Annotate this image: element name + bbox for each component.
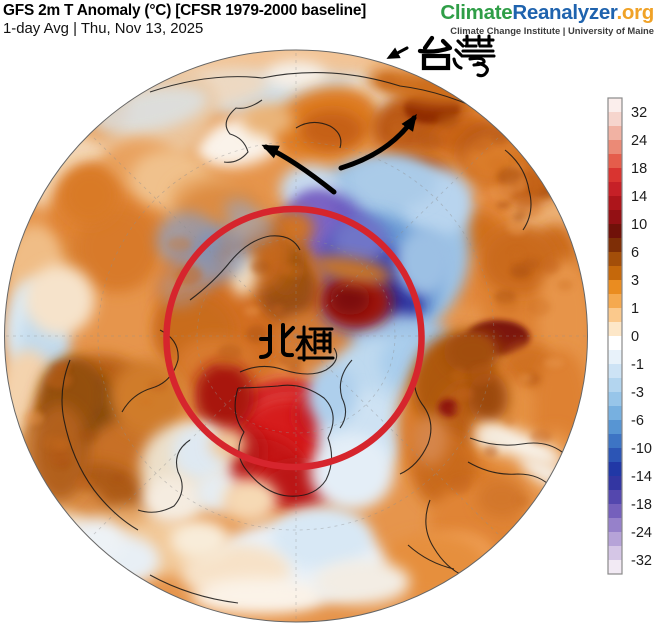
svg-text:0: 0 bbox=[631, 329, 639, 345]
svg-text:-32: -32 bbox=[631, 553, 652, 569]
svg-text:3: 3 bbox=[631, 273, 639, 289]
svg-text:-24: -24 bbox=[631, 525, 652, 541]
svg-text:18: 18 bbox=[631, 161, 647, 177]
svg-text:24: 24 bbox=[631, 133, 647, 149]
svg-text:10: 10 bbox=[631, 217, 647, 233]
svg-text:-6: -6 bbox=[631, 413, 644, 429]
svg-text:6: 6 bbox=[631, 245, 639, 261]
svg-text:-18: -18 bbox=[631, 497, 652, 513]
svg-text:-10: -10 bbox=[631, 441, 652, 457]
svg-text:1: 1 bbox=[631, 301, 639, 317]
svg-text:-3: -3 bbox=[631, 385, 644, 401]
svg-text:32: 32 bbox=[631, 105, 647, 121]
svg-text:-1: -1 bbox=[631, 357, 644, 373]
svg-text:14: 14 bbox=[631, 189, 647, 205]
svg-text:-14: -14 bbox=[631, 469, 652, 485]
